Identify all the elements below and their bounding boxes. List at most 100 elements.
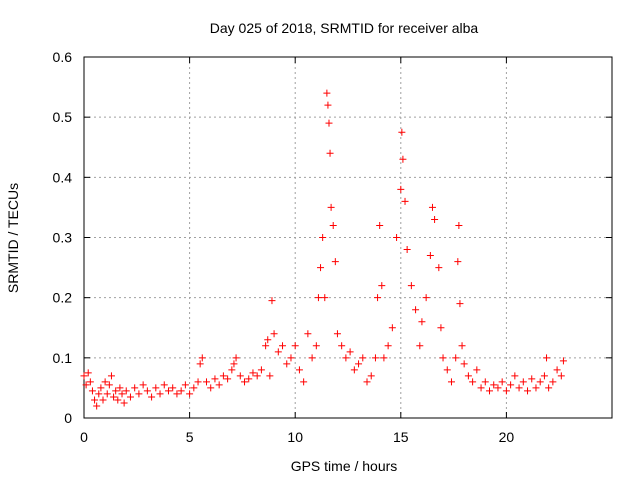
data-point — [80, 372, 88, 380]
data-point — [304, 330, 312, 338]
data-point — [502, 387, 510, 395]
data-point — [338, 342, 346, 350]
data-point — [333, 330, 341, 338]
data-point — [112, 387, 120, 395]
x-axis-label: GPS time / hours — [291, 458, 398, 474]
data-point — [545, 384, 553, 392]
data-point — [107, 372, 115, 380]
data-point — [399, 155, 407, 163]
data-point — [426, 252, 434, 260]
data-point — [224, 375, 232, 383]
data-point — [321, 294, 329, 302]
y-tick-label: 0 — [64, 410, 72, 426]
data-point — [317, 264, 325, 272]
data-point — [190, 384, 198, 392]
data-point — [283, 360, 291, 368]
plot-frame — [83, 56, 613, 419]
y-tick-label: 0.1 — [53, 350, 73, 366]
data-point — [118, 390, 126, 398]
data-point — [300, 378, 308, 386]
data-point — [422, 294, 430, 302]
data-point — [312, 342, 320, 350]
data-point — [99, 396, 107, 404]
data-point — [196, 360, 204, 368]
data-point — [245, 375, 253, 383]
data-point — [264, 336, 272, 344]
data-point — [131, 384, 139, 392]
data-point — [230, 360, 238, 368]
y-tick-label: 0.6 — [53, 49, 73, 65]
data-point — [323, 89, 331, 97]
data-point — [319, 234, 327, 241]
data-point — [160, 381, 168, 389]
data-point — [376, 221, 384, 229]
y-tick-label: 0.4 — [53, 169, 73, 185]
data-point — [198, 354, 206, 362]
data-point — [164, 387, 172, 395]
data-point — [93, 402, 101, 410]
data-point — [559, 357, 567, 365]
data-point — [437, 324, 445, 332]
data-point — [324, 101, 332, 109]
data-point — [116, 384, 124, 392]
data-point — [367, 372, 375, 380]
data-point — [308, 354, 316, 362]
data-point — [464, 372, 472, 380]
y-tick-label: 0.5 — [53, 109, 73, 125]
data-point — [439, 354, 447, 362]
data-point — [295, 366, 303, 374]
data-point — [473, 366, 481, 374]
data-point — [507, 381, 515, 389]
data-point — [393, 234, 401, 241]
x-tick-label: 10 — [287, 429, 303, 445]
data-point — [148, 393, 156, 401]
data-point — [447, 378, 455, 386]
data-point — [458, 342, 466, 350]
chart-title: Day 025 of 2018, SRMTID for receiver alb… — [210, 20, 479, 36]
data-point — [407, 282, 415, 290]
data-point — [511, 372, 519, 380]
data-point — [177, 387, 185, 395]
x-tick-label: 15 — [393, 429, 409, 445]
data-point — [219, 372, 227, 380]
data-point — [257, 366, 265, 374]
data-point — [326, 149, 334, 157]
data-point — [156, 390, 164, 398]
data-point — [490, 381, 498, 389]
y-axis-label: SRMTID / TECUs — [5, 183, 21, 293]
data-point — [181, 381, 189, 389]
data-point — [122, 387, 130, 395]
data-point — [398, 128, 406, 136]
data-point — [110, 393, 118, 401]
data-point — [105, 381, 113, 389]
data-point — [553, 366, 561, 374]
data-point — [388, 324, 396, 332]
data-point — [486, 387, 494, 395]
data-point — [543, 354, 551, 362]
data-point — [327, 203, 335, 211]
data-point — [431, 215, 439, 223]
data-point — [91, 396, 99, 404]
data-point — [494, 384, 502, 392]
data-point — [270, 330, 278, 338]
data-point — [236, 372, 244, 380]
data-point — [126, 393, 134, 401]
data-point — [549, 378, 557, 386]
data-point — [135, 390, 143, 398]
data-point — [371, 354, 379, 362]
y-tick-label: 0.3 — [53, 230, 73, 246]
data-point — [540, 372, 548, 380]
data-point — [88, 387, 96, 395]
data-points — [80, 89, 567, 410]
grid — [84, 57, 612, 418]
x-tick-label: 20 — [499, 429, 515, 445]
data-point — [412, 306, 420, 314]
data-point — [82, 381, 90, 389]
data-point — [211, 375, 219, 383]
data-point — [139, 381, 147, 389]
data-point — [97, 384, 105, 392]
data-point — [498, 378, 506, 386]
data-point — [232, 354, 240, 362]
data-point — [291, 342, 299, 350]
